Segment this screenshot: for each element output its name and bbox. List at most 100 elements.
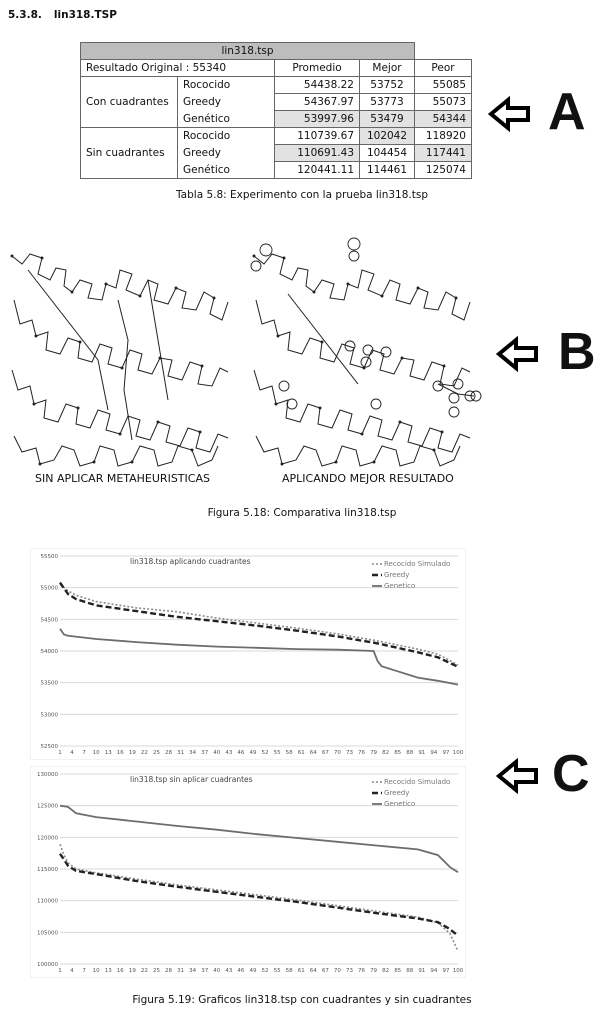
- col-header-promedio: Promedio: [274, 59, 360, 77]
- avg-cell: 53997.96: [274, 110, 360, 128]
- worst-cell: 125074: [414, 161, 472, 179]
- section-heading: 5.3.8. lin318.TSP: [8, 9, 129, 21]
- y-tick-label: 105000: [37, 930, 58, 936]
- x-tick-label: 97: [442, 750, 449, 756]
- method-cell: Greedy: [183, 147, 222, 159]
- arrow-left-icon: [496, 758, 538, 794]
- avg-cell: 54367.97: [274, 93, 360, 111]
- x-tick-label: 37: [201, 968, 208, 974]
- x-tick-label: 34: [189, 750, 196, 756]
- x-tick-label: 52: [262, 750, 269, 756]
- section-title: lin318.TSP: [53, 9, 117, 21]
- x-tick-label: 22: [141, 750, 148, 756]
- y-tick-label: 120000: [37, 835, 58, 841]
- worst-cell: 117441: [414, 144, 472, 162]
- col-header-peor: Peor: [414, 59, 472, 77]
- x-tick-label: 40: [213, 750, 220, 756]
- x-tick-label: 97: [442, 968, 449, 974]
- avg-cell: 120441.11: [274, 161, 360, 179]
- x-tick-label: 67: [322, 968, 329, 974]
- x-tick-label: 1: [58, 968, 62, 974]
- method-cell: Greedy: [183, 96, 222, 108]
- marker-b: B: [558, 323, 596, 381]
- x-tick-label: 73: [346, 968, 353, 974]
- x-tick-label: 61: [298, 750, 305, 756]
- best-cell: 53773: [359, 93, 415, 111]
- x-tick-label: 43: [225, 968, 232, 974]
- table-title: lin318.tsp: [80, 42, 415, 60]
- y-tick-label: 100000: [37, 962, 58, 968]
- x-tick-label: 49: [249, 968, 256, 974]
- y-tick-label: 54000: [41, 649, 59, 655]
- arrow-left-icon: [496, 336, 538, 372]
- y-tick-label: 115000: [37, 867, 58, 873]
- x-tick-label: 25: [153, 968, 160, 974]
- chart-sin-cuadrantes: 100000 105000 110000 115000 120000 125000 1300…: [30, 766, 466, 978]
- results-table: lin318.tsp Resultado Original : 55340 Pr…: [80, 42, 472, 179]
- x-tick-label: 88: [406, 750, 413, 756]
- x-tick-label: 58: [286, 968, 293, 974]
- series-line-greedy: [59, 853, 459, 937]
- legend-entry: Genetico: [384, 582, 415, 590]
- method-cell: Genético: [183, 112, 230, 125]
- worst-cell: 118920: [414, 127, 472, 145]
- y-tick-label: 125000: [37, 804, 58, 810]
- x-tick-label: 46: [237, 750, 244, 756]
- x-tick-label: 37: [201, 750, 208, 756]
- group-label-con: Con cuadrantes: [80, 76, 178, 128]
- legend-entry: Greedy: [384, 571, 409, 579]
- map-label-original: SIN APLICAR METAHEURISTICAS: [35, 472, 210, 485]
- x-tick-label: 85: [394, 750, 401, 756]
- x-tick-label: 82: [382, 968, 389, 974]
- table-row: Con cuadrantes Rococido 54438.22 53752 5…: [80, 76, 472, 128]
- x-tick-label: 13: [105, 968, 112, 974]
- x-tick-label: 28: [165, 750, 172, 756]
- x-tick-label: 40: [213, 968, 220, 974]
- method-cell: Genético: [177, 161, 275, 179]
- x-tick-label: 88: [406, 968, 413, 974]
- worst-cell: 54344: [414, 110, 472, 128]
- best-cell: 53479: [359, 110, 415, 128]
- tour-map-best: [250, 237, 482, 467]
- chart-con-cuadrantes: 52500 53000 53500 54000 54500 55000 55500 1 4 7 10…: [30, 548, 466, 760]
- worst-cell: 55073: [414, 93, 472, 111]
- table-caption: Tabla 5.8: Experimento con la prueba lin…: [176, 189, 428, 201]
- x-tick-label: 52: [262, 968, 269, 974]
- chart-area: [30, 766, 466, 978]
- series-line-genetico: [59, 804, 459, 873]
- method-cell: Rococido: [177, 76, 275, 94]
- y-tick-label: 110000: [37, 899, 58, 905]
- original-result-label: Resultado Original : 55340: [80, 59, 275, 77]
- table-row: Greedy 54367.97 53773 55073: [81, 93, 472, 111]
- x-tick-label: 67: [322, 750, 329, 756]
- charts-caption: Figura 5.19: Graficos lin318.tsp con cua…: [132, 994, 472, 1006]
- x-tick-label: 70: [334, 750, 341, 756]
- x-tick-label: 7: [82, 750, 86, 756]
- legend-entry: Greedy: [384, 789, 409, 797]
- x-tick-label: 43: [225, 750, 232, 756]
- x-tick-label: 79: [370, 750, 377, 756]
- x-tick-label: 31: [177, 750, 184, 756]
- table-row: Genético 120441.11 114461 125074: [81, 161, 472, 179]
- x-tick-label: 10: [93, 750, 100, 756]
- best-cell: 102042: [359, 127, 415, 145]
- x-tick-label: 16: [117, 968, 124, 974]
- marker-a: A: [548, 83, 586, 141]
- avg-cell: 54438.22: [274, 76, 360, 94]
- x-tick-label: 100: [453, 968, 464, 974]
- legend-entry: Recocido Simulado: [384, 560, 450, 568]
- y-tick-label: 54500: [41, 617, 59, 623]
- x-tick-label: 55: [274, 750, 281, 756]
- avg-cell: 110739.67: [274, 127, 360, 145]
- arrow-left-icon: [488, 96, 530, 132]
- x-tick-label: 46: [237, 968, 244, 974]
- worst-cell: 55085: [414, 76, 472, 94]
- section-number: 5.3.8.: [8, 9, 42, 21]
- chart-area: [30, 548, 466, 760]
- x-tick-label: 91: [418, 968, 425, 974]
- legend-entry: Genetico: [384, 800, 415, 808]
- x-tick-label: 31: [177, 968, 184, 974]
- chart-title: lin318.tsp aplicando cuadrantes: [130, 557, 251, 566]
- x-tick-label: 94: [430, 750, 437, 756]
- x-tick-label: 4: [70, 968, 74, 974]
